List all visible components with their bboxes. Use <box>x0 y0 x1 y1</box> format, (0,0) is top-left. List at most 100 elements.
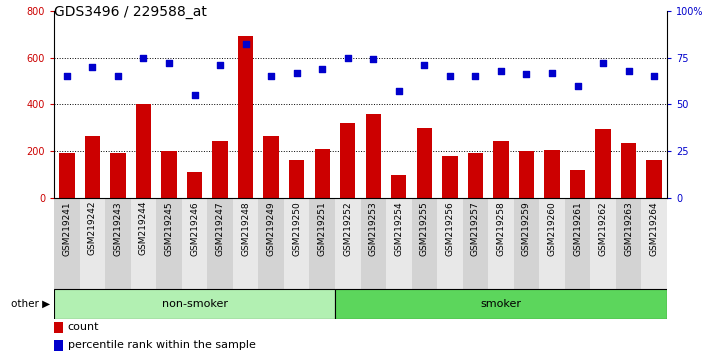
Bar <box>136 104 151 198</box>
Point <box>163 60 174 66</box>
Bar <box>335 198 360 289</box>
Text: GSM219255: GSM219255 <box>420 201 429 256</box>
Text: GSM219262: GSM219262 <box>598 201 608 256</box>
Text: GSM219249: GSM219249 <box>267 201 275 256</box>
Bar <box>105 198 131 289</box>
Bar <box>85 136 100 198</box>
Bar <box>208 198 233 289</box>
Bar <box>647 160 662 198</box>
Bar <box>360 198 386 289</box>
Bar <box>616 198 642 289</box>
Bar <box>79 198 105 289</box>
Text: GSM219256: GSM219256 <box>446 201 454 256</box>
Point <box>265 74 277 79</box>
Bar <box>182 198 208 289</box>
Bar <box>284 198 309 289</box>
Point <box>393 88 404 94</box>
Bar <box>493 141 508 198</box>
Text: GSM219250: GSM219250 <box>292 201 301 256</box>
Bar <box>340 123 355 198</box>
Text: GSM219247: GSM219247 <box>216 201 224 256</box>
Bar <box>289 160 304 198</box>
Point <box>87 64 98 70</box>
Bar <box>437 198 463 289</box>
Point <box>469 74 481 79</box>
Point <box>317 66 328 72</box>
Bar <box>513 198 539 289</box>
Text: GSM219253: GSM219253 <box>368 201 378 256</box>
Text: GSM219248: GSM219248 <box>241 201 250 256</box>
Text: GSM219261: GSM219261 <box>573 201 582 256</box>
Bar <box>468 153 483 198</box>
Text: GSM219254: GSM219254 <box>394 201 403 256</box>
Bar <box>412 198 437 289</box>
Point <box>597 60 609 66</box>
Bar <box>187 172 202 198</box>
Point <box>214 62 226 68</box>
Bar <box>59 153 74 198</box>
Bar <box>54 289 335 319</box>
Text: GSM219263: GSM219263 <box>624 201 633 256</box>
Text: GSM219241: GSM219241 <box>62 201 71 256</box>
Bar <box>54 340 63 351</box>
Point <box>368 57 379 62</box>
Text: GSM219251: GSM219251 <box>318 201 327 256</box>
Point <box>61 74 73 79</box>
Point <box>521 72 532 77</box>
Text: GSM219259: GSM219259 <box>522 201 531 256</box>
Bar <box>213 141 228 198</box>
Text: other ▶: other ▶ <box>12 298 50 309</box>
Point <box>444 74 456 79</box>
Point <box>572 83 583 88</box>
Text: smoker: smoker <box>480 298 521 309</box>
Point <box>189 92 200 98</box>
Bar <box>621 143 637 198</box>
Bar <box>596 129 611 198</box>
Bar <box>258 198 284 289</box>
Bar <box>417 128 432 198</box>
Bar <box>488 198 514 289</box>
Bar <box>366 114 381 198</box>
Text: GDS3496 / 229588_at: GDS3496 / 229588_at <box>54 5 207 19</box>
Text: GSM219246: GSM219246 <box>190 201 199 256</box>
Text: GSM219242: GSM219242 <box>88 201 97 256</box>
Point <box>419 62 430 68</box>
Bar <box>156 198 182 289</box>
Text: percentile rank within the sample: percentile rank within the sample <box>68 340 255 350</box>
Bar <box>463 198 488 289</box>
Text: count: count <box>68 322 99 332</box>
Text: GSM219244: GSM219244 <box>139 201 148 256</box>
Point <box>291 70 302 75</box>
Bar <box>386 198 412 289</box>
Bar <box>54 198 79 289</box>
Bar <box>335 289 667 319</box>
Point <box>138 55 149 60</box>
Point <box>623 68 634 74</box>
Point <box>342 55 353 60</box>
Text: GSM219252: GSM219252 <box>343 201 353 256</box>
Bar <box>570 170 585 198</box>
Bar <box>162 152 177 198</box>
Bar <box>238 36 253 198</box>
Point <box>240 41 252 47</box>
Point <box>495 68 507 74</box>
Bar <box>309 198 335 289</box>
Bar <box>565 198 590 289</box>
Bar <box>391 175 407 198</box>
Bar <box>54 322 63 333</box>
Point <box>648 74 660 79</box>
Bar <box>539 198 565 289</box>
Bar <box>110 153 125 198</box>
Bar <box>590 198 616 289</box>
Bar <box>314 149 329 198</box>
Point <box>112 74 124 79</box>
Bar <box>442 156 458 198</box>
Text: GSM219257: GSM219257 <box>471 201 480 256</box>
Bar <box>233 198 258 289</box>
Text: GSM219245: GSM219245 <box>164 201 174 256</box>
Bar <box>519 152 534 198</box>
Text: GSM219243: GSM219243 <box>113 201 123 256</box>
Text: GSM219258: GSM219258 <box>497 201 505 256</box>
Point <box>547 70 558 75</box>
Text: GSM219264: GSM219264 <box>650 201 659 256</box>
